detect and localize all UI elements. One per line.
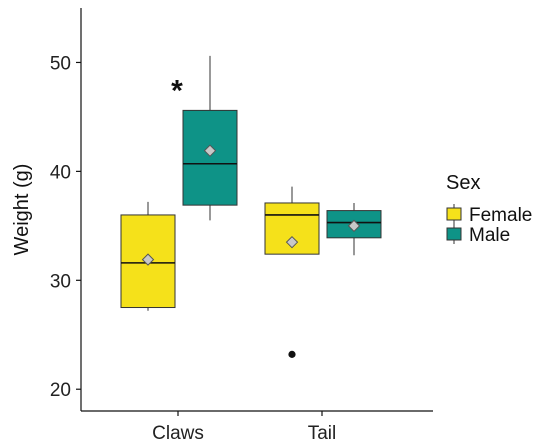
plot-area [120,55,382,358]
legend-key-male [446,224,462,244]
y-tick-label: 50 [50,53,71,74]
y-axis-title: Weight (g) [11,164,33,256]
outlier-point [288,350,296,358]
x-tick-label: Tail [308,423,337,443]
x-tick-label: Claws [152,423,204,443]
box-female-claws [120,201,176,311]
mean-marker [347,219,361,233]
legend-key-box [446,207,462,221]
legend-key-female [446,204,462,224]
box-iqr [182,109,238,206]
mean-marker [203,144,217,157]
y-tick-label: 30 [50,271,71,292]
mean-marker [285,235,299,249]
x-ticks: Claws Tail [152,411,336,443]
annotations: * [171,74,183,107]
mean-marker [141,253,155,266]
y-tick-label: 20 [50,380,71,401]
legend-title: Sex [446,172,480,194]
box-male-claws [182,55,238,221]
axes [80,8,433,412]
y-ticks: 20 30 40 50 [50,53,81,401]
box-female-tail [264,186,320,358]
significance-asterisk: * [171,74,183,107]
box-male-tail [326,202,382,256]
legend-label-male: Male [469,225,510,246]
y-tick-label: 40 [50,162,71,183]
legend-key-box [446,227,462,241]
legend-label-female: Female [469,205,532,226]
